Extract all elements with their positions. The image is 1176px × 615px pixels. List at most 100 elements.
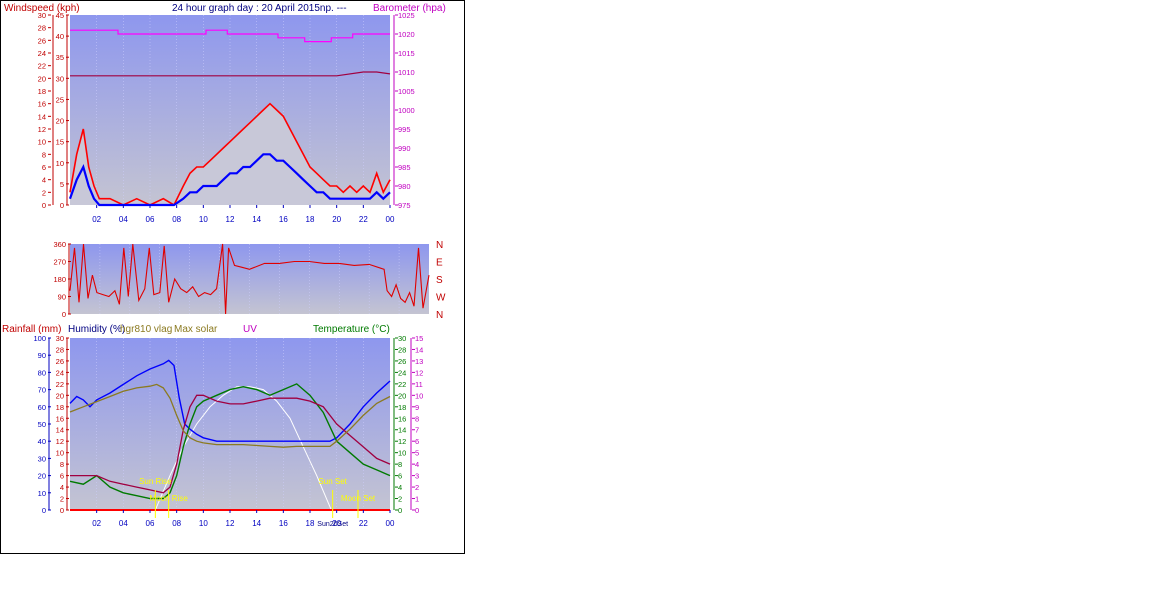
barometer-tick: 1010 [398, 68, 415, 77]
wind-tick: 26 [38, 36, 46, 45]
uv-tick: 9 [415, 403, 419, 412]
wind-inner-tick: 30 [56, 74, 64, 83]
barometer-tick: 1025 [398, 11, 415, 20]
uv-tick: 14 [415, 345, 423, 354]
x-tick-label: 12 [226, 215, 235, 224]
compass-label: S [436, 275, 443, 286]
x-tick-label: 00 [386, 215, 395, 224]
solar-axis-title: Max solar [174, 324, 218, 335]
wind-average-line [68, 153, 391, 207]
humidity-tick: 30 [38, 454, 46, 463]
uv-tick: 5 [415, 449, 419, 458]
sun-set-label: Sun Set [318, 477, 347, 486]
wind-axis-title: Windspeed (kph) [4, 3, 80, 14]
rain-tick: 22 [56, 380, 64, 389]
humidity-tick: 70 [38, 386, 46, 395]
barometer-tick: 995 [398, 125, 411, 134]
barometer-tick: 990 [398, 144, 411, 153]
rain-tick: 30 [56, 334, 64, 343]
barometer-secondary-line [70, 71, 391, 77]
temperature-tick: 2 [398, 495, 402, 504]
uv-tick: 8 [415, 414, 419, 423]
wind-inner-tick: 10 [56, 159, 64, 168]
humidity-tick: 100 [33, 334, 46, 343]
temperature-tick: 24 [398, 368, 406, 377]
x-tick-label: 22 [359, 215, 368, 224]
x-tick-label: 02 [92, 215, 101, 224]
humidity-line [69, 359, 391, 442]
rain-tick: 28 [56, 345, 64, 354]
wind-tick: 8 [42, 150, 46, 159]
humidity-tick: 80 [38, 368, 46, 377]
wind-tick: 28 [38, 24, 46, 33]
barometer-axis-title: Barometer (hpa) [373, 3, 446, 14]
temperature-tick: 28 [398, 345, 406, 354]
x-tick-label: 00 [386, 519, 395, 528]
temperature-tick: 0 [398, 506, 402, 515]
barometer-tick: 980 [398, 182, 411, 191]
humidity-tick: 10 [38, 489, 46, 498]
uv-tick: 13 [415, 357, 423, 366]
rain-tick: 12 [56, 437, 64, 446]
direction-tick: 180 [53, 275, 66, 284]
x-tick-label: 20 [332, 519, 341, 528]
dewpoint-line [70, 394, 391, 494]
direction-plot-area [70, 244, 429, 314]
uv-tick: 6 [415, 437, 419, 446]
uv-tick: 12 [415, 368, 423, 377]
temperature-tick: 16 [398, 414, 406, 423]
barometer-line [70, 29, 390, 43]
uv-tick: 1 [415, 495, 419, 504]
rain-tick: 24 [56, 368, 64, 377]
uv-tick: 2 [415, 483, 419, 492]
wind-tick: 30 [38, 11, 46, 20]
temperature-tick: 6 [398, 472, 402, 481]
rain-tick: 2 [60, 495, 64, 504]
x-tick-label: 10 [199, 519, 208, 528]
wind-tick: 10 [38, 138, 46, 147]
wind-tick: 24 [38, 49, 46, 58]
weather-graph-frame: Windspeed (kph) 24 hour graph day : 20 A… [0, 0, 465, 554]
compass-label: E [436, 258, 443, 269]
rain-tick: 6 [60, 472, 64, 481]
temperature-axis-title: Temperature (°C) [313, 324, 390, 335]
wind-tick: 2 [42, 188, 46, 197]
rain-tick: 16 [56, 414, 64, 423]
x-tick-label: 18 [306, 519, 315, 528]
wind-inner-tick: 0 [60, 201, 64, 210]
humidity-tick: 60 [38, 403, 46, 412]
x-tick-label: 08 [172, 519, 181, 528]
x-tick-label: 14 [252, 519, 261, 528]
x-tick-label: 04 [119, 519, 128, 528]
x-tick-label: 20 [332, 215, 341, 224]
barometer-tick: 985 [398, 163, 411, 172]
temperature-tick: 4 [398, 483, 402, 492]
wind-tick: 14 [38, 112, 46, 121]
hgr810-line [69, 383, 391, 448]
temperature-tick: 8 [398, 460, 402, 469]
moon-rise-label: Moon Rise [150, 494, 189, 503]
humidity-tick: 90 [38, 351, 46, 360]
uv-tick: 7 [415, 426, 419, 435]
temperature-tick: 30 [398, 334, 406, 343]
barometer-tick: 1020 [398, 30, 415, 39]
wind-tick: 20 [38, 74, 46, 83]
temperature-tick: 14 [398, 426, 406, 435]
x-tick-label: 22 [359, 519, 368, 528]
x-tick-label: 02 [92, 519, 101, 528]
uv-axis-title: UV [243, 324, 257, 335]
uv-tick: 0 [415, 506, 419, 515]
wind-tick: 6 [42, 163, 46, 172]
x-tick-label: 08 [172, 215, 181, 224]
barometer-tick: 1015 [398, 49, 415, 58]
x-tick-label: 10 [199, 215, 208, 224]
sun-set-axis-label: Sun20Set [317, 521, 348, 528]
compass-label: W [436, 293, 446, 304]
humidity-tick: 50 [38, 420, 46, 429]
rain-tick: 10 [56, 449, 64, 458]
humidity-axis-title: Humidity (%) [68, 324, 125, 335]
wind-inner-tick: 5 [60, 180, 64, 189]
sun-rise-label: Sun Rise [139, 477, 172, 486]
compass-label: N [436, 310, 443, 321]
graph-title: 24 hour graph day : 20 April 2015np. --- [172, 3, 347, 14]
